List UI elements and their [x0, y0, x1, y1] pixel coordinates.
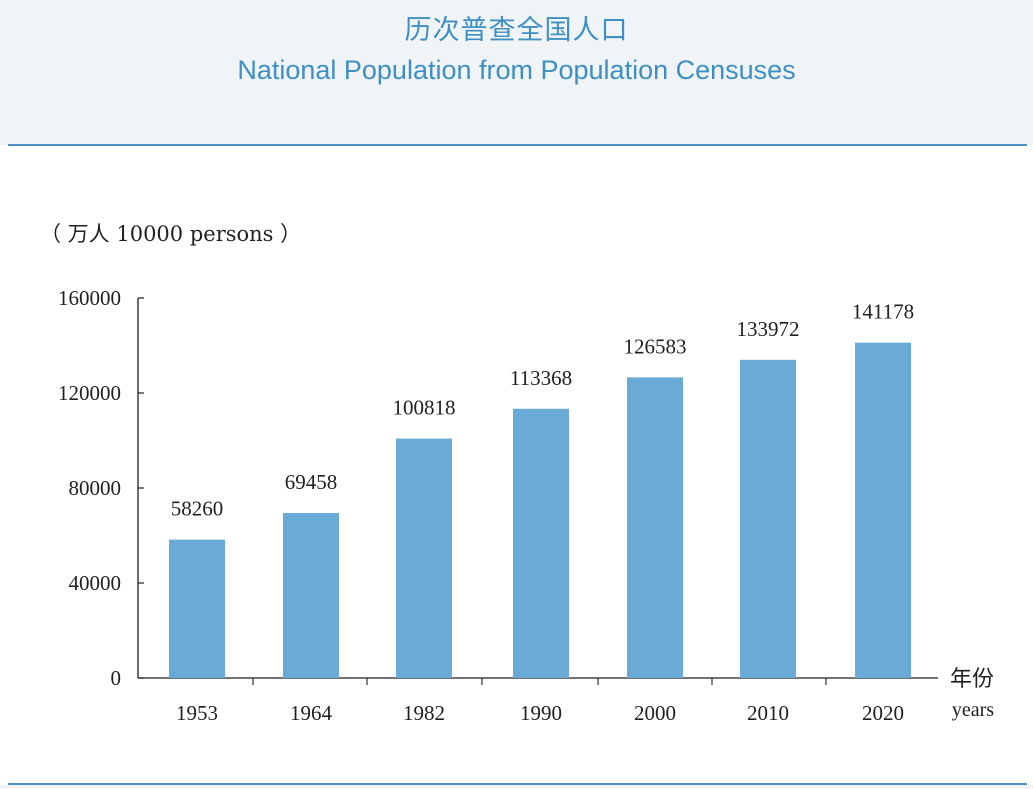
x-tick-label: 1982 [403, 701, 445, 725]
x-tick-label: 2010 [747, 701, 789, 725]
data-label-1982: 100818 [393, 396, 456, 420]
data-label-1953: 58260 [171, 497, 224, 521]
x-tick-label: 2020 [862, 701, 904, 725]
page-title-en: National Population from Population Cens… [237, 55, 796, 85]
data-label-2020: 141178 [852, 300, 914, 324]
x-tick-label: 1953 [176, 701, 218, 725]
bar-1964 [283, 513, 339, 678]
bar-1982 [396, 438, 452, 678]
y-tick-label: 80000 [69, 476, 122, 500]
data-label-1990: 113368 [510, 366, 572, 390]
y-tick-label: 0 [111, 666, 122, 690]
x-axis-title-zh: 年份 [950, 667, 994, 692]
y-tick-label: 40000 [69, 571, 122, 595]
bar-1953 [169, 539, 225, 678]
bar-2020 [855, 342, 911, 678]
page-title-zh: 历次普查全国人口 [404, 15, 629, 46]
x-tick-label: 2000 [634, 701, 676, 725]
data-label-2010: 133972 [737, 317, 800, 341]
data-label-2000: 126583 [624, 334, 687, 358]
bar-1990 [513, 408, 569, 678]
bar-2000 [627, 377, 683, 678]
y-unit-label: （ 万人 10000 persons ） [40, 222, 302, 246]
top-divider [8, 144, 1027, 146]
y-tick-label: 120000 [58, 381, 121, 405]
header-band: 历次普查全国人口 National Population from Popula… [0, 0, 1033, 145]
data-label-1964: 69458 [285, 470, 338, 494]
bar-2010 [740, 359, 796, 678]
x-tick-label: 1990 [520, 701, 562, 725]
y-tick-label: 160000 [58, 286, 121, 310]
x-tick-label: 1964 [290, 701, 333, 725]
x-axis-title-en: years [952, 699, 994, 721]
footer-band [0, 785, 1033, 789]
bottom-divider [8, 783, 1027, 785]
